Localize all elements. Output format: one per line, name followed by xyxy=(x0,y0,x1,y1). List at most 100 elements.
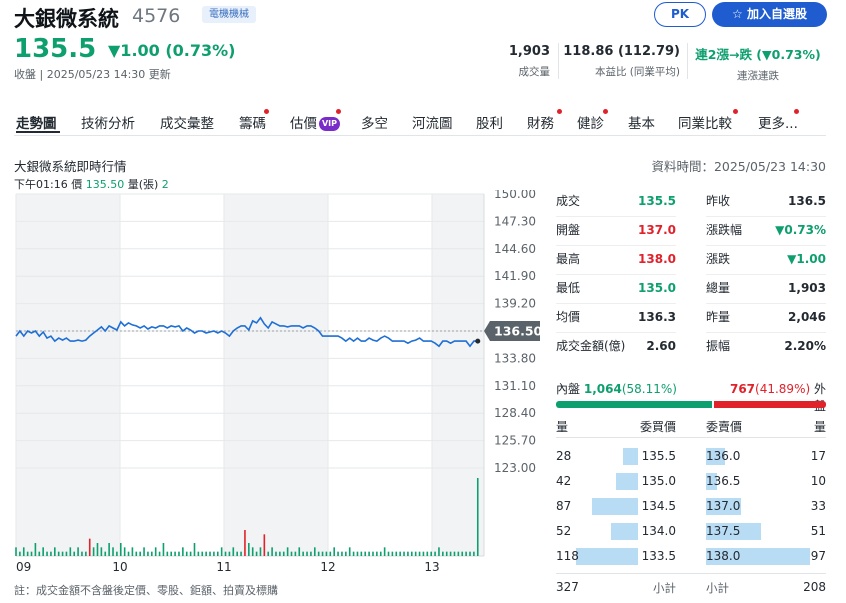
bid-subtotal-label: 小計 xyxy=(653,581,676,595)
ask-price: 138.0 xyxy=(706,549,741,563)
volume-bar xyxy=(189,551,192,556)
volume-bar xyxy=(476,478,479,556)
quote-value: 2,046 xyxy=(788,310,826,324)
price-line xyxy=(15,316,478,348)
ask-depth-bar xyxy=(706,448,725,465)
volume-bar xyxy=(224,551,227,556)
cursor-vol-label: 量(張) xyxy=(127,178,159,191)
outer-pct: (41.89%) xyxy=(755,382,811,396)
divider xyxy=(706,332,826,333)
bid-qty: 87 xyxy=(556,499,572,513)
x-tick-label: 10 xyxy=(112,560,127,574)
divider xyxy=(556,332,676,333)
volume-bar xyxy=(345,551,347,556)
bid-price: 133.5 xyxy=(641,549,676,563)
volume-bar xyxy=(201,551,204,556)
tab-bar: 走勢圖 技術分析 成交彙整 籌碼 估價 VIP 多空 河流圖 股利 財務 健診 基… xyxy=(14,104,826,136)
volume-bar xyxy=(182,547,184,556)
volume-bar xyxy=(457,551,460,556)
bid-price: 135.5 xyxy=(641,449,676,463)
volume-bar xyxy=(282,551,285,556)
ask-qty: 17 xyxy=(810,449,826,463)
volume-bar xyxy=(445,551,448,556)
data-time: 資料時間：2025/05/23 14:30 xyxy=(651,159,826,174)
tab-trades[interactable]: 成交彙整 xyxy=(160,112,214,132)
volume-bar xyxy=(391,551,394,556)
volume-bar xyxy=(131,547,134,556)
stat-streak-label: 連漲連跌 xyxy=(737,70,779,82)
tab-trend[interactable]: 走勢圖 xyxy=(16,112,60,133)
current-price: 135.5 xyxy=(14,34,97,64)
volume-bar xyxy=(395,551,398,556)
add-watchlist-button[interactable]: ☆ 加入自選股 xyxy=(712,2,827,27)
volume-bar xyxy=(329,551,332,556)
tab-basic[interactable]: 基本 xyxy=(628,112,655,132)
bid-qty: 28 xyxy=(556,449,572,463)
tab-valuation[interactable]: 估價 VIP xyxy=(290,109,341,132)
bid-price: 134.5 xyxy=(641,499,676,513)
tab-financial[interactable]: 財務 xyxy=(527,109,562,132)
tab-label: 成交彙整 xyxy=(160,116,214,132)
stat-streak-value: 連2漲→跌 (▼0.73%) xyxy=(695,47,821,62)
intraday-chart[interactable]: 150.00 147.30 144.60 141.90 139.20 136.50 133.… xyxy=(0,190,550,580)
quote-value: ▼0.73% xyxy=(775,223,826,237)
y-tick-label: 147.30 xyxy=(494,214,536,228)
current-price-label: 136.50 xyxy=(494,324,543,339)
add-watchlist-label: 加入自選股 xyxy=(746,7,807,21)
industry-tag[interactable]: 電機機械 xyxy=(202,6,256,23)
notification-dot xyxy=(557,109,562,114)
volume-bar xyxy=(162,543,165,556)
tab-chips[interactable]: 籌碼 xyxy=(239,109,269,132)
outer-value: 767 xyxy=(729,382,756,396)
volume-bar xyxy=(139,551,141,556)
section-title: 大銀微系統即時行情 xyxy=(14,159,127,174)
quote-label: 昨收 xyxy=(706,194,731,208)
tab-more[interactable]: 更多... xyxy=(758,109,799,132)
bid-price: 135.0 xyxy=(641,474,676,488)
cursor-price-label: 價 xyxy=(71,178,83,191)
volume-bar xyxy=(279,551,281,556)
divider xyxy=(706,245,826,246)
volume-bar xyxy=(399,551,401,556)
volume-bar xyxy=(73,551,76,556)
quote-label: 漲跌幅 xyxy=(706,223,743,237)
volume-bar xyxy=(65,551,68,556)
y-tick-label: 141.90 xyxy=(494,269,536,283)
tab-technical[interactable]: 技術分析 xyxy=(81,112,135,132)
x-tick-label: 13 xyxy=(424,560,439,574)
notification-dot xyxy=(264,109,269,114)
volume-bar xyxy=(360,551,363,556)
volume-bar xyxy=(298,547,301,556)
inner-label: 內盤 xyxy=(556,382,581,396)
volume-bar xyxy=(15,547,17,556)
volume-bar xyxy=(178,551,180,556)
volume-bar xyxy=(376,551,378,556)
volume-bar xyxy=(209,551,211,556)
quote-value: 135.5 xyxy=(638,194,676,208)
quote-label: 開盤 xyxy=(556,223,581,237)
y-tick-label: 125.70 xyxy=(494,434,536,448)
quote-value: 136.5 xyxy=(788,194,826,208)
divider xyxy=(556,245,676,246)
volume-bar xyxy=(271,547,273,556)
close-update-info: 收盤 | 2025/05/23 14:30 更新 xyxy=(14,68,171,81)
notification-dot xyxy=(336,109,341,114)
volume-bar xyxy=(34,543,37,556)
tab-checkup[interactable]: 健診 xyxy=(577,109,608,132)
volume-bar xyxy=(143,547,145,556)
tab-long-short[interactable]: 多空 xyxy=(361,112,388,132)
volume-bar xyxy=(154,547,157,556)
tab-peer-compare[interactable]: 同業比較 xyxy=(678,109,738,132)
volume-bar xyxy=(356,551,359,556)
pk-button[interactable]: PK xyxy=(654,2,706,27)
volume-bar xyxy=(418,551,421,556)
tab-river[interactable]: 河流圖 xyxy=(412,112,453,132)
volume-bar xyxy=(368,551,370,556)
tab-dividend[interactable]: 股利 xyxy=(476,112,503,132)
divider xyxy=(706,216,826,217)
tab-label: 基本 xyxy=(628,116,655,132)
volume-bar xyxy=(387,551,390,556)
quote-label: 均價 xyxy=(556,310,581,324)
volume-bar xyxy=(26,551,29,556)
y-tick-label: 123.00 xyxy=(494,461,536,475)
